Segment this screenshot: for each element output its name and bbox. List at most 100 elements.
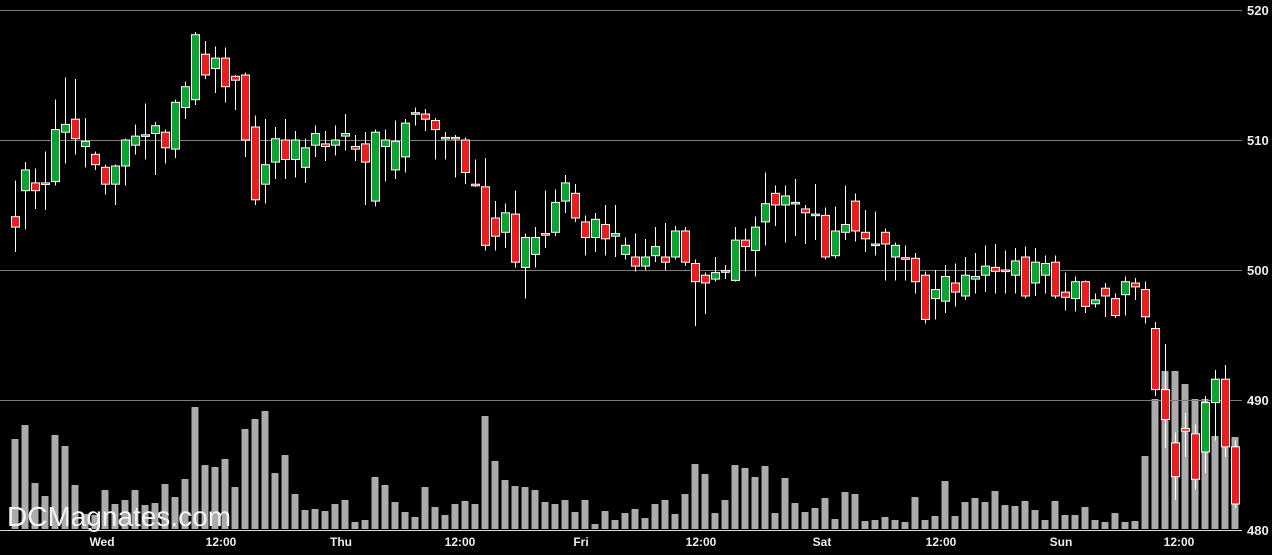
volume-bar [351, 522, 359, 529]
candle-body-bear [491, 217, 500, 237]
candle-body-bear [571, 192, 580, 219]
candle-body-bull [271, 138, 280, 163]
volume-bar [841, 492, 849, 529]
y-tick-label: 510 [1247, 133, 1269, 148]
volume-bar [451, 504, 459, 529]
candle-body-bear [221, 57, 230, 88]
candle-body-bear [1141, 289, 1150, 318]
candle-body-bear [741, 239, 750, 248]
candle-body-bull [621, 244, 630, 255]
volume-bar [881, 517, 889, 529]
candle-body-bear [1161, 389, 1170, 421]
candle-body-bull [1071, 281, 1080, 300]
volume-bar [751, 477, 759, 529]
volume-bar [901, 522, 909, 529]
volume-bar [591, 524, 599, 529]
volume-bar [1001, 505, 1009, 529]
candle-body-bull [781, 195, 790, 206]
volume-bar [161, 484, 169, 529]
volume-bar [981, 502, 989, 529]
volume-bar [461, 501, 469, 529]
candle-body-bull [391, 140, 400, 171]
candle-body-bull [841, 224, 850, 233]
candle-body-bear [321, 143, 330, 147]
volume-bar [911, 497, 919, 529]
candle-body-bull [341, 133, 350, 137]
candle-body-bear [1111, 298, 1120, 317]
volume-bar [801, 512, 809, 529]
candle-body-bull [791, 201, 800, 205]
candle-body-bull [751, 226, 760, 252]
volume-bar [701, 474, 709, 529]
candle-body-bull [151, 125, 160, 134]
volume-bar [411, 517, 419, 529]
volume-bar [151, 503, 159, 529]
volume-bar [111, 504, 119, 529]
candle-body-bear [541, 233, 550, 236]
volume-bar [71, 485, 79, 529]
candle-body-bear [1221, 378, 1230, 448]
candle-body-bull [811, 213, 820, 217]
volume-bar [221, 459, 229, 529]
candle-body-bear [991, 266, 1000, 272]
candle-body-bull [521, 237, 530, 268]
volume-bar [1211, 436, 1219, 529]
candle-body-bull [651, 246, 660, 257]
candle-body-bear [11, 216, 20, 228]
volume-bar [921, 520, 929, 529]
candle-body-bull [831, 230, 840, 257]
volume-bar [61, 446, 69, 529]
candle-body-bull [531, 237, 540, 255]
candle-body-bull [111, 165, 120, 185]
x-tick-label: Sat [813, 535, 832, 549]
y-tick-label: 490 [1247, 393, 1269, 408]
candle-body-bear [1171, 442, 1180, 478]
volume-bar [1041, 520, 1049, 529]
volume-bar [241, 429, 249, 529]
volume-bar [711, 513, 719, 529]
volume-bar [1221, 441, 1229, 529]
volume-bar [761, 466, 769, 529]
candle-body-bear [801, 208, 810, 214]
candle-body-bear [691, 263, 700, 283]
volume-bar [1161, 371, 1169, 529]
volume-bar [51, 435, 59, 529]
candle-body-bear [721, 270, 730, 273]
candle-body-bull [1031, 261, 1040, 284]
candle-body-bear [1181, 428, 1190, 432]
volume-bar [531, 490, 539, 529]
x-tick-label: Fri [573, 535, 588, 549]
volume-bar [381, 485, 389, 529]
volume-bar [511, 486, 519, 529]
candle-body-bull [561, 182, 570, 202]
volume-bar [491, 461, 499, 529]
x-tick-label: 12:00 [206, 535, 237, 549]
candle-body-bear [921, 274, 930, 320]
volume-bar [101, 490, 109, 529]
candle-body-bull [121, 139, 130, 167]
volume-bar [231, 487, 239, 529]
volume-bar [311, 509, 319, 529]
volume-bar [361, 520, 369, 529]
volume-bar [991, 491, 999, 529]
volume-bar [441, 515, 449, 529]
volume-bar [331, 504, 339, 529]
candle-body-bull [961, 274, 970, 297]
candle-body-bull [1121, 281, 1130, 296]
x-tick-label: 12:00 [445, 535, 476, 549]
candle-body-bull [81, 140, 90, 148]
volume-bar [31, 483, 39, 529]
volume-bar [791, 503, 799, 529]
volume-bar [201, 465, 209, 529]
candle-body-bear [91, 153, 100, 166]
candle-body-bull [731, 239, 740, 281]
candle-body-bear [351, 146, 360, 150]
volume-bar [691, 464, 699, 529]
candle-body-bear [231, 75, 240, 81]
volume-bar [931, 516, 939, 529]
candle-body-bear [481, 186, 490, 246]
candle-body-bear [1021, 256, 1030, 297]
candle-body-bear [431, 120, 440, 131]
volume-bar [731, 465, 739, 529]
